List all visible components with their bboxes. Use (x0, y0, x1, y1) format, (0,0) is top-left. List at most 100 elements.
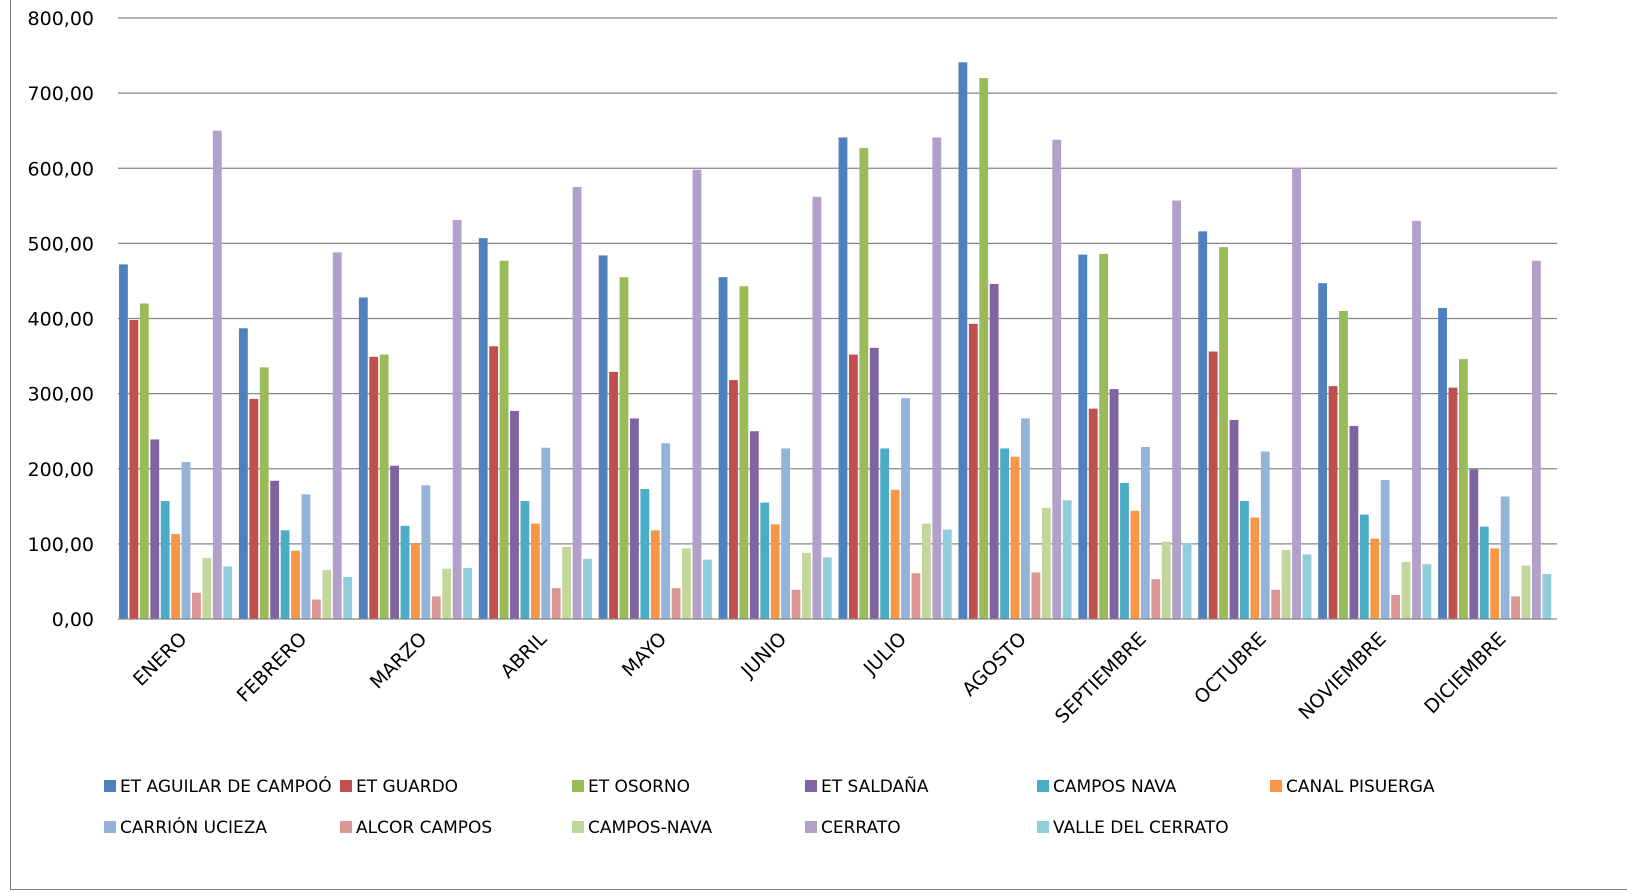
x-tick-label: ENERO (129, 628, 192, 691)
bar (129, 320, 139, 619)
bar (421, 485, 431, 619)
legend-item: ET AGUILAR DE CAMPOÓ (104, 775, 332, 797)
bar (119, 264, 128, 619)
bar (238, 328, 248, 619)
bar (1229, 419, 1239, 619)
bar (551, 588, 561, 619)
bar (390, 465, 399, 619)
bar (989, 283, 999, 619)
bar (968, 323, 978, 619)
gridlines (118, 17, 1557, 545)
bar (650, 530, 660, 619)
x-tick-label: MAYO (618, 628, 671, 681)
bar (499, 260, 509, 619)
bar (822, 557, 832, 619)
bar (583, 558, 592, 619)
legend-swatch (572, 780, 584, 792)
bar (562, 546, 572, 619)
y-tick-label: 600,00 (28, 158, 94, 180)
bar (781, 448, 791, 619)
bar (692, 169, 702, 619)
bar (791, 589, 801, 619)
bar (661, 443, 671, 619)
bar (1448, 387, 1458, 619)
bar (572, 187, 582, 619)
y-tick-label: 200,00 (28, 459, 94, 481)
bar (838, 137, 848, 619)
bar (1088, 408, 1098, 619)
y-tick-label: 700,00 (28, 83, 94, 105)
bar (1391, 594, 1401, 619)
bar (379, 354, 389, 619)
bar (729, 380, 738, 619)
legend-label: CAMPOS NAVA (1053, 777, 1177, 797)
bar (1438, 307, 1447, 619)
y-tick-label: 800,00 (28, 8, 94, 30)
bar (890, 489, 900, 619)
x-tick-label: ABRIL (496, 628, 551, 683)
bar (1500, 496, 1510, 619)
bar (921, 523, 931, 619)
bar (212, 130, 222, 619)
bar (1140, 446, 1150, 619)
x-tick-label: NOVIEMBRE (1294, 628, 1390, 724)
bar (280, 530, 290, 619)
legend-label: ET OSORNO (588, 777, 690, 797)
legend-item: CANAL PISUERGA (1270, 777, 1435, 797)
bar (942, 529, 952, 619)
bar (880, 448, 890, 619)
legend-item: ET OSORNO (572, 777, 690, 797)
bar (1339, 310, 1348, 619)
bar (431, 596, 441, 619)
x-tick-label: JULIO (859, 628, 911, 680)
legend-swatch (1037, 821, 1049, 833)
bar (682, 548, 691, 619)
x-axis: ENERO FEBRERO MARZO ABRIL MAYO JUNIO JULIO AGOS… (118, 618, 1557, 728)
bar (911, 573, 921, 619)
bar (1328, 386, 1338, 619)
bar (332, 252, 342, 619)
bar (1401, 561, 1411, 619)
legend-item: CAMPOS-NAVA (572, 818, 713, 838)
bar (1479, 526, 1489, 619)
bar (640, 489, 650, 619)
bar (932, 137, 942, 619)
bar (343, 576, 353, 619)
bar (812, 196, 822, 620)
bar (1511, 596, 1520, 619)
bar (901, 398, 910, 619)
legend-label: ET SALDAÑA (821, 775, 929, 797)
bar (1120, 483, 1129, 619)
bar (202, 558, 212, 619)
legend-label: CERRATO (821, 818, 901, 838)
bar (1521, 565, 1531, 619)
bar (1172, 200, 1182, 620)
legend-label: CAMPOS-NAVA (588, 818, 713, 838)
legend-swatch (340, 780, 352, 792)
bar (463, 567, 472, 619)
bar (671, 588, 681, 619)
bar (1422, 564, 1432, 619)
legend: ET AGUILAR DE CAMPOÓ ET GUARDO ET OSORNO ET… (104, 775, 1435, 838)
bar (1412, 220, 1421, 619)
bar (718, 277, 728, 619)
legend-item: VALLE DEL CERRATO (1037, 818, 1229, 838)
legend-swatch (104, 780, 116, 792)
legend-item: CAMPOS NAVA (1037, 777, 1177, 797)
bar (1490, 548, 1500, 619)
y-axis: 0,00 100,00 200,00 300,00 400,00 500,00 600,00… (28, 8, 94, 631)
bar (1469, 469, 1479, 619)
legend-swatch (1270, 780, 1282, 792)
legend-item: CARRIÓN UCIEZA (104, 816, 267, 838)
bar (1078, 254, 1088, 619)
bar (358, 297, 368, 619)
bar (530, 523, 540, 619)
legend-swatch (104, 821, 116, 833)
bar (749, 431, 759, 619)
bar (400, 525, 410, 619)
bar (1380, 480, 1390, 619)
bar (442, 568, 452, 619)
x-tick-label: FEBRERO (233, 628, 312, 707)
bar (1219, 247, 1228, 619)
